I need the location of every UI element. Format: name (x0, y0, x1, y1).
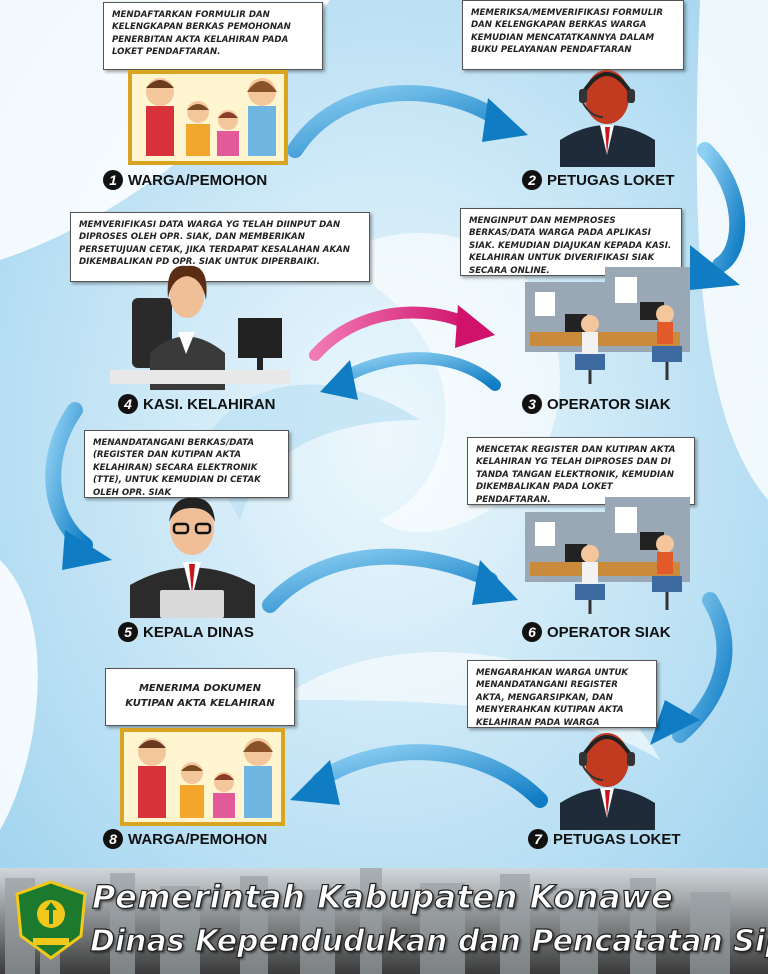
step-4-description: MEMVERIFIKASI DATA WARGA YG TELAH DIINPU… (70, 212, 370, 282)
kasi-officer-icon (110, 265, 290, 390)
step-number-badge: 2 (522, 170, 542, 190)
step-title: WARGA/PEMOHON (128, 171, 268, 189)
arrow-1-to-2 (287, 84, 508, 158)
arrow-4-to-5 (45, 402, 93, 553)
footer-department-title: Dinas Kependudukan dan Pencatatan Sipil (89, 923, 768, 959)
officer-headset-icon (560, 733, 655, 830)
arrow-3-to-4 (334, 352, 501, 391)
step-7-description: MENGARAHKAN WARGA UNTUK MENANDATANGANI R… (467, 660, 657, 728)
step-title: KASI. KELAHIRAN (143, 395, 276, 413)
officer-headset-icon (560, 70, 655, 167)
step-3-label: 3 OPERATOR SIAK (522, 394, 671, 414)
step-title: OPERATOR SIAK (547, 395, 671, 413)
arrow-5-to-6 (262, 548, 498, 613)
step-number-badge: 5 (118, 622, 138, 642)
step-number-badge: 6 (522, 622, 542, 642)
step-5-description: MENANDATANGANI BERKAS/DATA (REGISTER DAN… (84, 430, 289, 498)
step-3-description: MENGINPUT DAN MEMPROSES BERKAS/DATA WARG… (460, 208, 682, 276)
operator-workstation-icon (525, 267, 690, 384)
step-4-label: 4 KASI. KELAHIRAN (118, 394, 276, 414)
step-1-label: 1 WARGA/PEMOHON (103, 170, 267, 190)
family-photo-icon (120, 728, 285, 826)
arrow-7-to-8 (312, 744, 548, 808)
step-5-label: 5 KEPALA DINAS (118, 622, 254, 642)
step-title: PETUGAS LOKET (553, 830, 681, 848)
step-6-label: 6 OPERATOR SIAK (522, 622, 671, 642)
step-1-description: MENDAFTARKAN FORMULIR DAN KELENGKAPAN BE… (103, 2, 323, 70)
head-of-office-icon (130, 497, 255, 618)
step-8-label: 8 WARGA/PEMOHON (103, 829, 267, 849)
operator-workstation-icon (525, 497, 690, 614)
step-title: OPERATOR SIAK (547, 623, 671, 641)
step-number-badge: 1 (103, 170, 123, 190)
step-title: PETUGAS LOKET (547, 171, 675, 189)
step-6-description: MENCETAK REGISTER DAN KUTIPAN AKTA KELAH… (467, 437, 695, 505)
konawe-emblem-logo (15, 880, 87, 960)
step-title: WARGA/PEMOHON (128, 830, 268, 848)
footer-government-title: Pemerintah Kabupaten Konawe (91, 877, 674, 916)
step-title: KEPALA DINAS (143, 623, 254, 641)
step-number-badge: 8 (103, 829, 123, 849)
step-2-label: 2 PETUGAS LOKET (522, 170, 675, 190)
step-number-badge: 3 (522, 394, 542, 414)
step-number-badge: 4 (118, 394, 138, 414)
arrow-2-to-3 (697, 142, 746, 273)
step-7-label: 7 PETUGAS LOKET (528, 829, 681, 849)
step-number-badge: 7 (528, 829, 548, 849)
arrow-4-to-3 (309, 306, 476, 361)
family-photo-icon (128, 70, 288, 165)
step-8-description: MENERIMA DOKUMEN KUTIPAN AKTA KELAHIRAN (105, 668, 295, 726)
step-2-description: MEMERIKSA/MEMVERIFIKASI FORMULIR DAN KEL… (462, 0, 684, 70)
